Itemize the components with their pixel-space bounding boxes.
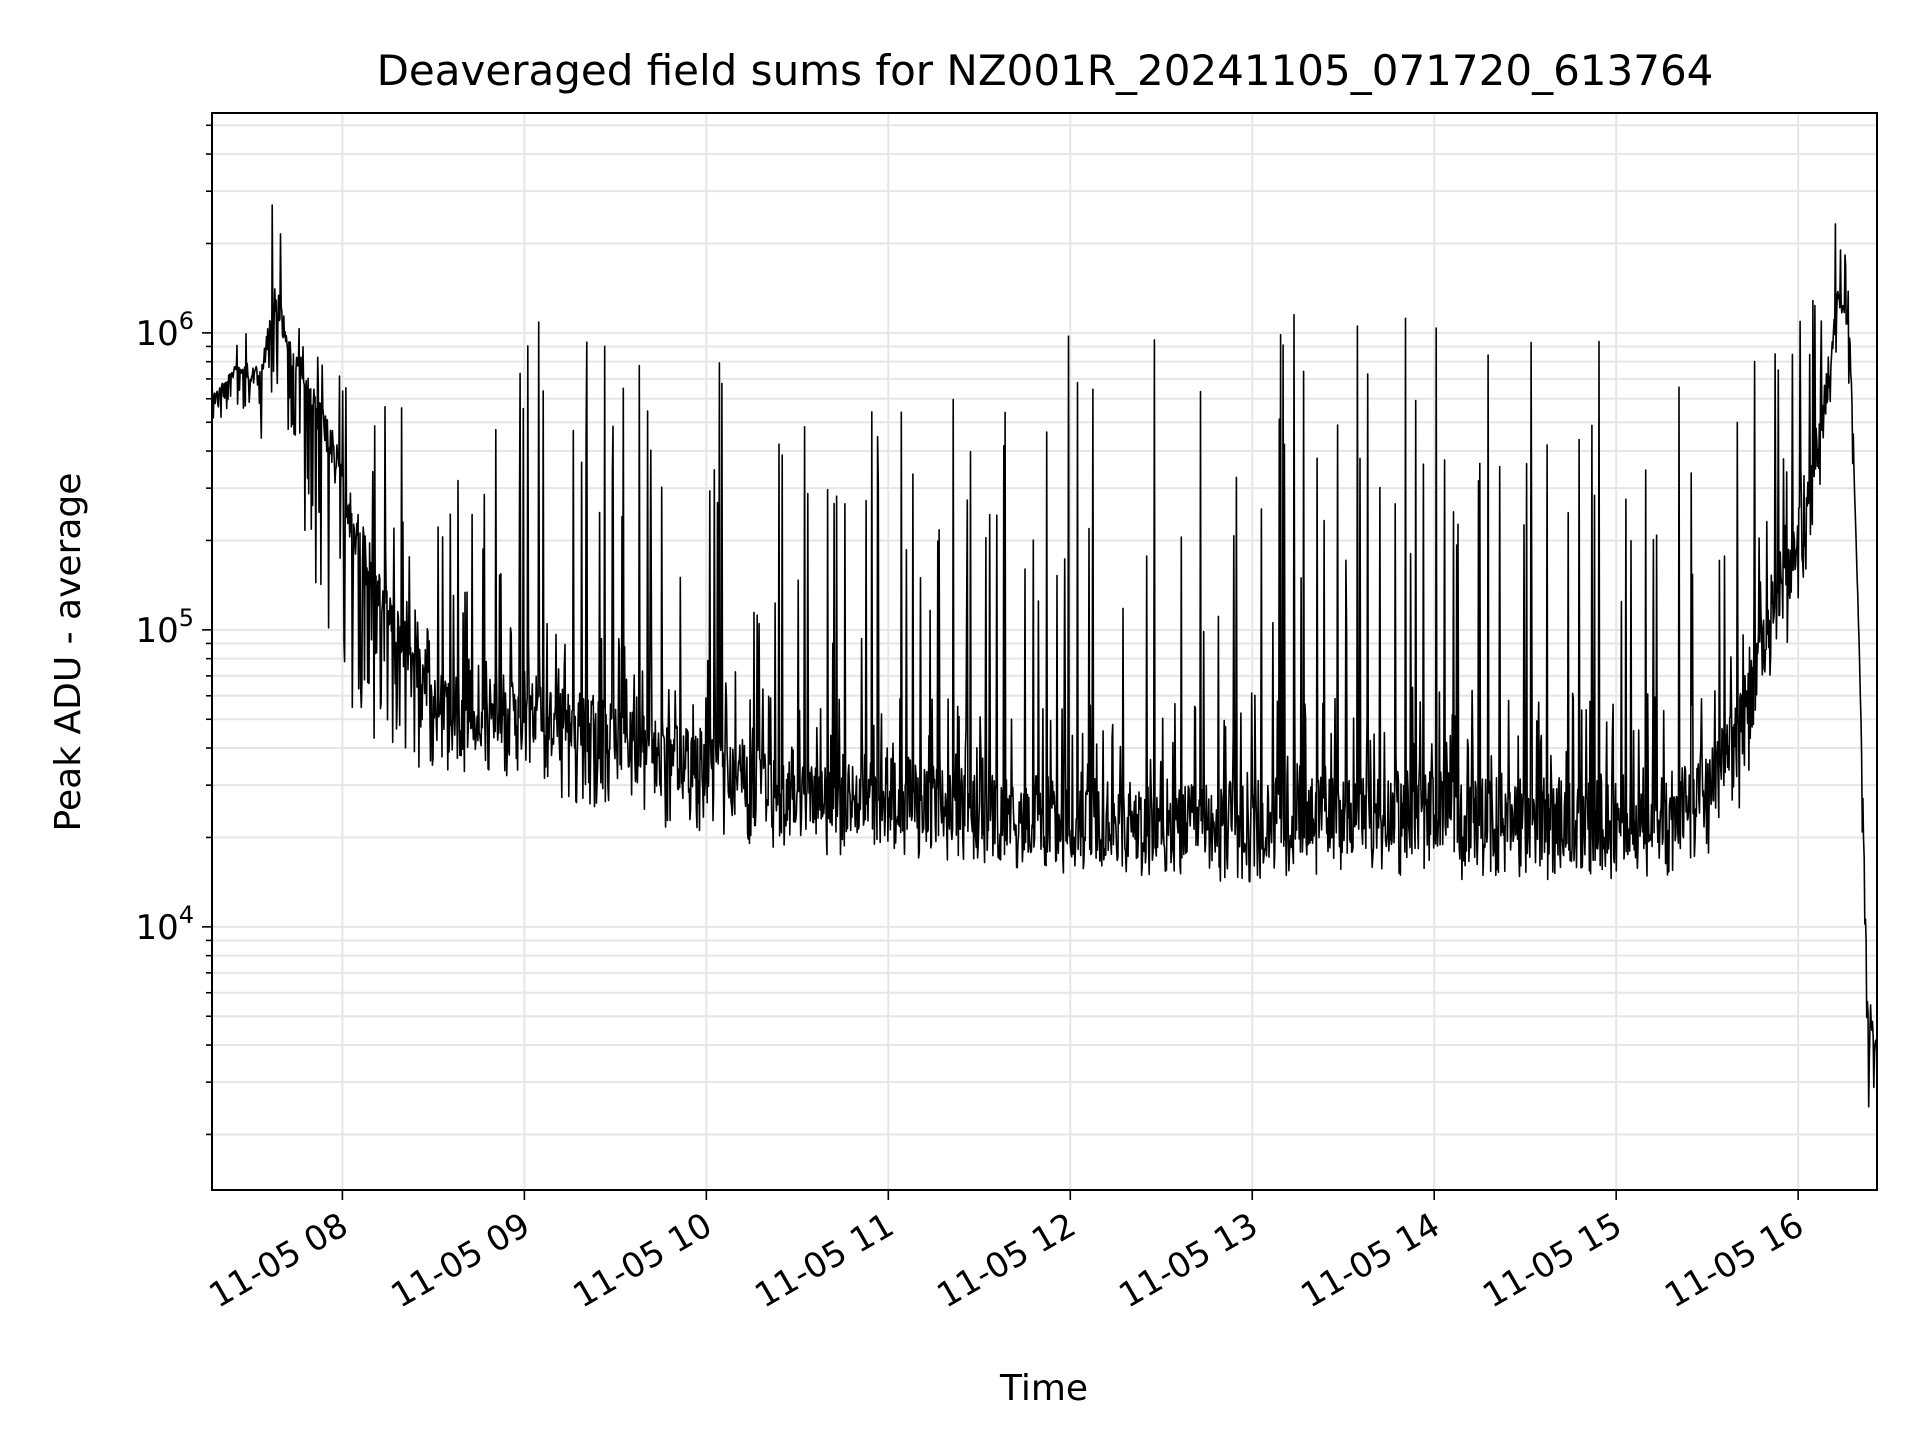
y-axis-label: Peak ADU - average xyxy=(48,473,89,832)
series-line-peak-adu xyxy=(211,204,1878,1108)
x-axis-label: Time xyxy=(999,1368,1088,1409)
y-tick-label: 104 xyxy=(135,901,194,948)
chart-title: Deaveraged field sums for NZ001R_2024110… xyxy=(377,46,1714,95)
y-tick-label: 106 xyxy=(135,307,194,354)
plot-frame xyxy=(211,112,1878,1191)
y-tick-label: 105 xyxy=(135,604,194,651)
